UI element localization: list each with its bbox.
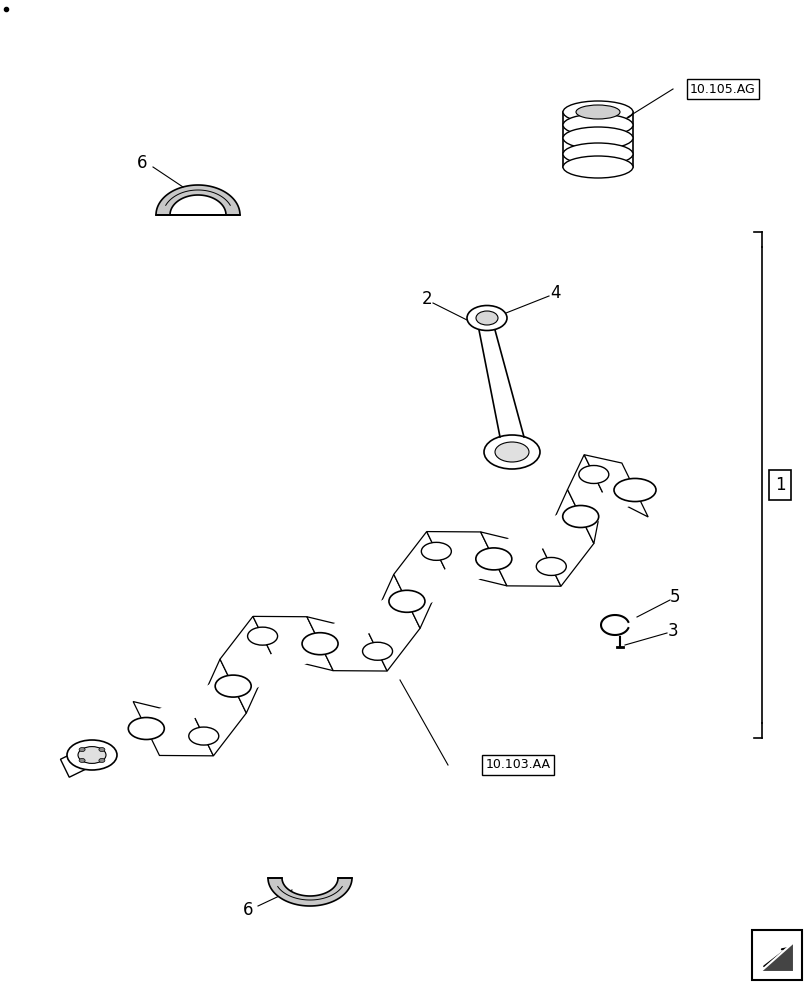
Text: 1: 1: [774, 476, 784, 494]
Ellipse shape: [466, 306, 506, 330]
Polygon shape: [478, 330, 521, 437]
Polygon shape: [194, 659, 246, 756]
Text: 6: 6: [242, 901, 253, 919]
Ellipse shape: [495, 442, 528, 462]
Ellipse shape: [79, 748, 85, 752]
Text: 4: 4: [550, 284, 560, 302]
Ellipse shape: [562, 101, 633, 123]
Polygon shape: [268, 878, 351, 906]
Text: 5: 5: [669, 588, 680, 606]
Polygon shape: [393, 532, 445, 628]
Text: 2: 2: [421, 290, 431, 308]
Ellipse shape: [475, 311, 497, 325]
Polygon shape: [583, 455, 647, 517]
Ellipse shape: [78, 747, 106, 763]
Ellipse shape: [475, 548, 511, 570]
Ellipse shape: [79, 758, 85, 762]
Text: 6: 6: [136, 154, 147, 172]
Ellipse shape: [70, 742, 114, 768]
Polygon shape: [307, 617, 387, 671]
Ellipse shape: [483, 435, 539, 469]
Ellipse shape: [562, 127, 633, 149]
Ellipse shape: [388, 590, 424, 612]
Polygon shape: [567, 455, 603, 543]
Ellipse shape: [562, 143, 633, 165]
Ellipse shape: [616, 479, 652, 501]
Polygon shape: [759, 942, 793, 972]
Ellipse shape: [421, 542, 451, 560]
Polygon shape: [562, 112, 633, 167]
Polygon shape: [426, 532, 506, 586]
Polygon shape: [480, 532, 560, 586]
Ellipse shape: [535, 557, 565, 575]
Ellipse shape: [247, 627, 277, 645]
Ellipse shape: [362, 642, 392, 660]
Polygon shape: [541, 490, 593, 586]
Ellipse shape: [562, 114, 633, 136]
Text: 3: 3: [667, 622, 677, 640]
Text: 10.103.AA: 10.103.AA: [485, 758, 550, 772]
Ellipse shape: [67, 740, 117, 770]
Polygon shape: [156, 185, 240, 215]
Ellipse shape: [575, 105, 620, 119]
Ellipse shape: [578, 465, 608, 483]
Polygon shape: [60, 746, 97, 777]
Ellipse shape: [302, 633, 337, 655]
Polygon shape: [751, 930, 801, 980]
Polygon shape: [367, 574, 419, 671]
Ellipse shape: [99, 748, 105, 752]
Polygon shape: [133, 702, 213, 756]
Polygon shape: [252, 616, 333, 671]
Ellipse shape: [562, 156, 633, 178]
Ellipse shape: [562, 506, 598, 528]
Polygon shape: [220, 616, 272, 713]
Ellipse shape: [613, 478, 655, 502]
Polygon shape: [87, 479, 640, 766]
Ellipse shape: [215, 675, 251, 697]
Ellipse shape: [188, 727, 218, 745]
Ellipse shape: [99, 758, 105, 762]
Text: 10.105.AG: 10.105.AG: [689, 83, 755, 96]
Ellipse shape: [128, 718, 164, 740]
